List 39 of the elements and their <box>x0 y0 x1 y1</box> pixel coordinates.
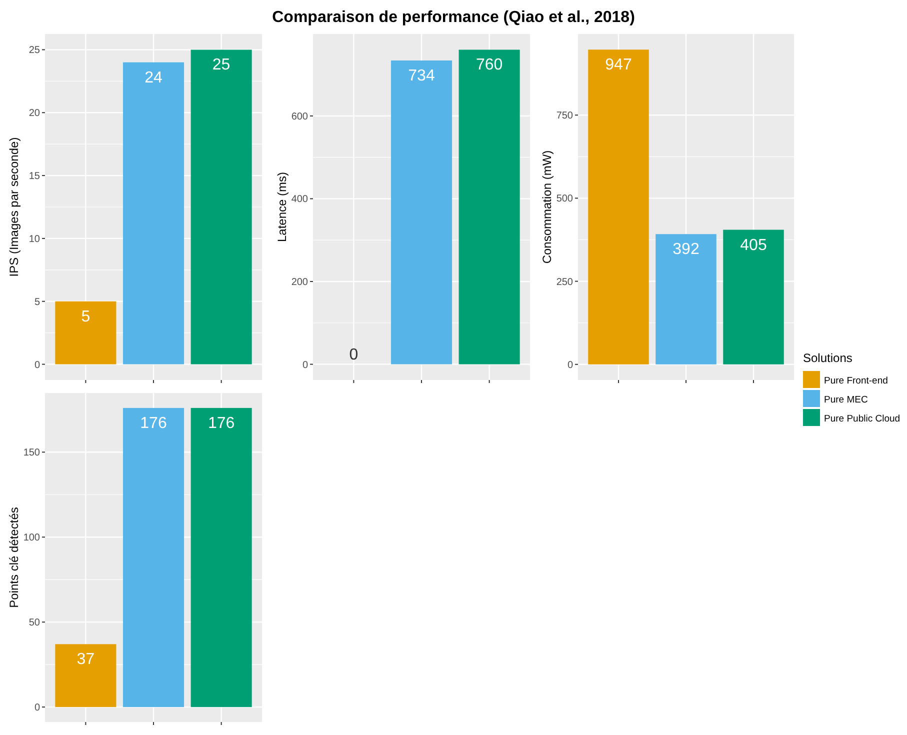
y-tick-label: 0 <box>34 360 40 371</box>
data-label: 392 <box>672 241 700 258</box>
legend-label: Pure Public Cloud <box>824 413 900 424</box>
y-tick-label: 250 <box>556 276 574 288</box>
y-tick-label: 0 <box>34 702 40 714</box>
data-label: 760 <box>476 56 503 74</box>
y-tick-label: 50 <box>28 618 40 629</box>
data-label: 176 <box>140 414 167 432</box>
y-tick-label: 200 <box>291 277 308 288</box>
y-tick-label: 600 <box>291 111 308 122</box>
legend-title: Solutions <box>803 351 852 365</box>
data-label: 947 <box>605 56 632 74</box>
y-tick-label: 15 <box>28 171 40 182</box>
y-axis-title: Latence (ms) <box>275 172 289 242</box>
chart-title: Comparaison de performance (Qiao et al., 2018) <box>272 9 635 26</box>
data-label: 0 <box>349 346 358 364</box>
y-tick-label: 20 <box>28 108 40 120</box>
y-axis-title: Points clé détectés <box>7 507 21 608</box>
y-axis-title: Consommation (mW) <box>540 150 554 264</box>
data-label: 405 <box>740 236 767 254</box>
y-tick-label: 0 <box>302 360 308 371</box>
legend-label: Pure MEC <box>824 394 868 406</box>
y-tick-label: 400 <box>291 194 308 206</box>
data-label: 24 <box>144 69 162 86</box>
legend-label: Pure Front-end <box>824 375 888 386</box>
y-tick-label: 10 <box>28 234 40 245</box>
data-label: 5 <box>81 308 90 326</box>
y-tick-label: 500 <box>556 194 574 205</box>
y-tick-label: 100 <box>23 532 40 544</box>
y-tick-label: 750 <box>556 110 574 122</box>
data-label: 37 <box>76 651 95 668</box>
data-label: 25 <box>212 56 230 74</box>
y-tick-label: 0 <box>567 360 574 371</box>
y-axis-title: IPS (Images par seconde) <box>7 137 21 277</box>
y-tick-label: 150 <box>23 448 40 459</box>
data-label: 734 <box>408 67 435 84</box>
y-tick-label: 5 <box>34 296 40 308</box>
data-label: 176 <box>208 414 235 432</box>
y-tick-label: 25 <box>28 45 40 56</box>
